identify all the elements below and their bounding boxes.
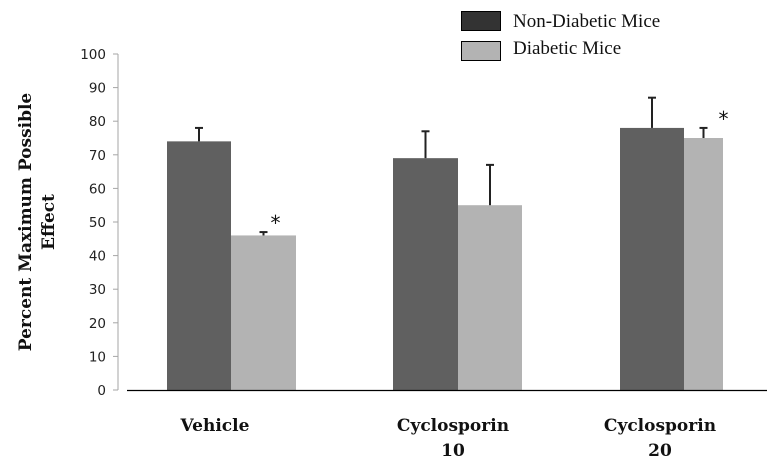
- category-label: 10: [441, 441, 465, 461]
- legend-label: Non-Diabetic Mice: [513, 11, 660, 32]
- category-label: Cyclosporin: [397, 416, 509, 436]
- y-tick-label: 40: [89, 249, 106, 265]
- bar-non-diabetic: [167, 141, 231, 390]
- category-label: Vehicle: [180, 416, 250, 436]
- bar-diabetic: [458, 205, 522, 390]
- y-axis: 0 10 20 30 40 50 60 70 80 90 100: [80, 47, 119, 399]
- category-label: 20: [648, 441, 672, 461]
- y-tick-label: 80: [89, 114, 106, 130]
- legend-swatch-non-diabetic: [461, 11, 501, 31]
- legend-label: Diabetic Mice: [513, 38, 621, 59]
- y-axis-label-line-2: Effect: [39, 194, 59, 250]
- significance-marker: *: [271, 211, 281, 235]
- bars: **: [167, 96, 729, 391]
- category-label: Cyclosporin: [604, 416, 716, 436]
- y-tick-label: 60: [89, 181, 106, 197]
- category-labels: Vehicle Cyclosporin 10 Cyclosporin 20: [180, 416, 717, 461]
- y-tick-label: 70: [89, 148, 106, 164]
- legend: Non-Diabetic Mice Diabetic Mice: [461, 11, 660, 61]
- y-tick-label: 0: [97, 383, 106, 399]
- y-tick-label: 50: [89, 215, 106, 231]
- significance-marker: *: [719, 107, 729, 131]
- bar-non-diabetic: [620, 127, 684, 391]
- y-tick-label: 100: [80, 47, 106, 63]
- y-axis-label-line-1: Percent Maximum Possible: [16, 93, 36, 352]
- y-tick-label: 10: [89, 349, 106, 365]
- y-tick-label: 20: [89, 316, 106, 332]
- bar-non-diabetic: [393, 158, 458, 390]
- y-axis-label: Percent Maximum Possible Effect: [16, 93, 59, 352]
- legend-swatch-diabetic: [461, 41, 501, 61]
- y-tick-label: 90: [89, 81, 106, 97]
- y-tick-label: 30: [89, 282, 106, 298]
- bar-diabetic: [684, 138, 723, 390]
- bar-diabetic: [231, 235, 296, 390]
